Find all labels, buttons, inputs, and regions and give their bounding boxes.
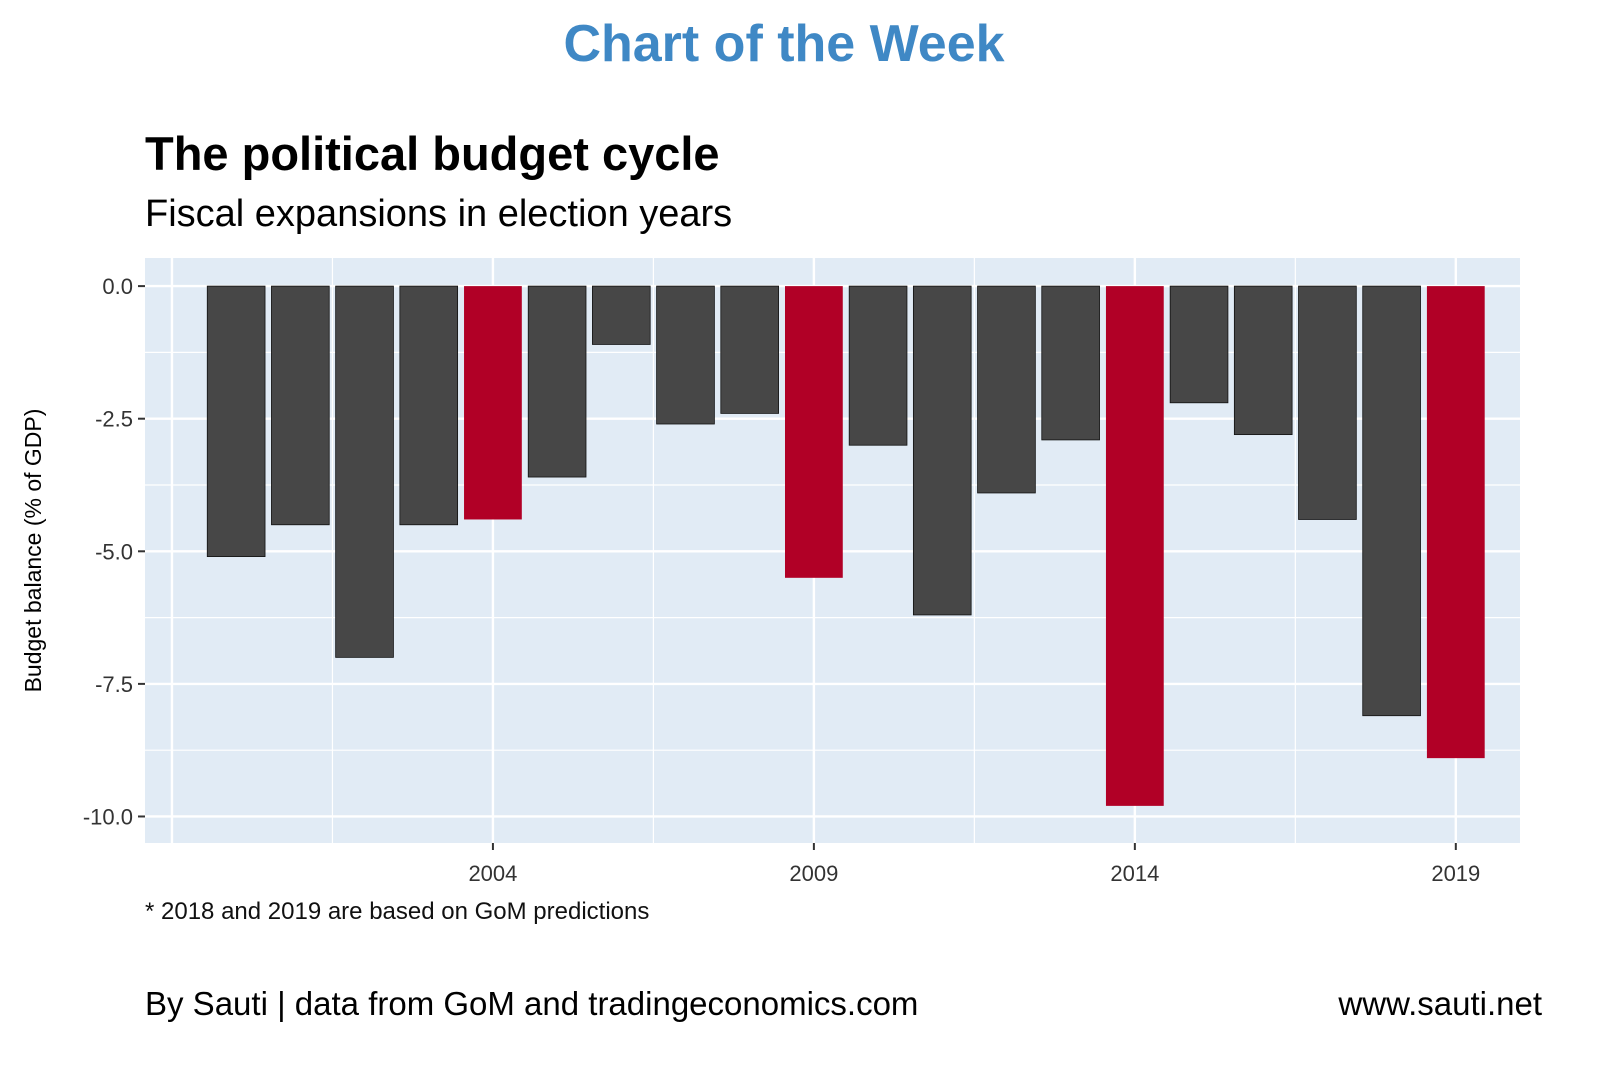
bar-2011 (912, 285, 972, 616)
x-tick-label: 2019 (1431, 861, 1480, 886)
y-tick-label: -5.0 (95, 539, 133, 564)
bar-2008 (720, 285, 779, 414)
header-title: Chart of the Week (563, 15, 1005, 73)
bar-2015 (1169, 285, 1229, 404)
bar-2003 (399, 285, 459, 526)
bar-2006 (592, 285, 651, 345)
chart-title: The political budget cycle (145, 127, 720, 180)
bar-2007 (656, 285, 715, 425)
bar-2014 (1105, 286, 1164, 806)
y-tick-label: -7.5 (95, 672, 133, 697)
bar-2004 (464, 286, 522, 520)
bar-2002 (335, 285, 394, 658)
y-axis-label: Budget balance (% of GDP) (20, 409, 46, 693)
chart-subtitle: Fiscal expansions in election years (145, 193, 733, 235)
bar-2017 (1298, 285, 1357, 520)
bar-2016 (1233, 285, 1293, 436)
y-tick-label: -10.0 (83, 804, 133, 829)
bar-2010 (848, 285, 908, 446)
y-tick-label: 0.0 (102, 274, 133, 299)
bar-2018 (1362, 285, 1421, 717)
bar-2012 (977, 285, 1036, 494)
x-tick-label: 2009 (789, 861, 838, 886)
credit-text: By Sauti | data from GoM and tradingecon… (145, 985, 919, 1022)
bar-2000 (206, 285, 266, 557)
footnote: * 2018 and 2019 are based on GoM predict… (145, 898, 650, 925)
bar-2019 (1426, 286, 1485, 759)
x-tick-label: 2004 (468, 861, 517, 886)
website-text: www.sauti.net (1338, 985, 1542, 1022)
bar-2001 (271, 285, 330, 526)
y-tick-label: -2.5 (95, 407, 133, 432)
x-tick-label: 2014 (1110, 861, 1159, 886)
bar-2013 (1041, 285, 1100, 441)
bar-2005 (527, 285, 587, 478)
bar-2009 (784, 286, 843, 578)
